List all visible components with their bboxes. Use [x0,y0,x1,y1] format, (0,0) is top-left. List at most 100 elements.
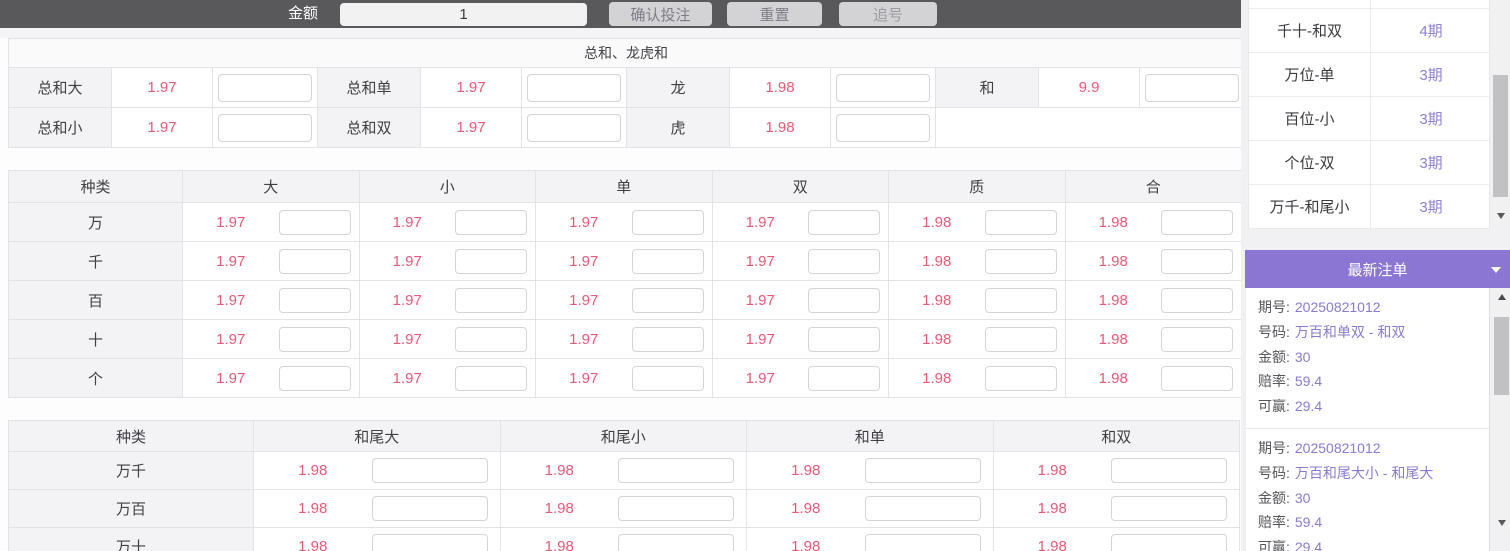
odds-cell[interactable]: 1.98 [730,68,831,108]
bet-amount-input[interactable] [984,209,1057,235]
bet-amount-input[interactable] [808,248,880,274]
reset-button[interactable]: 重置 [727,2,822,26]
bet-amount-input[interactable] [631,248,704,274]
latest-bets-header[interactable]: 最新注单 [1245,250,1510,288]
bet-amount-input[interactable] [984,248,1057,274]
odds-cell[interactable]: 1.97 [183,320,360,359]
bet-amount-input[interactable] [278,287,351,313]
odds-cell[interactable]: 1.97 [421,108,522,148]
odds-cell[interactable]: 1.97 [712,359,889,398]
bet-amount-input[interactable] [864,496,981,521]
bet-amount-input[interactable] [278,326,351,352]
bet-amount-input[interactable] [984,365,1057,391]
odds-cell[interactable]: 1.98 [500,490,747,528]
odds-cell[interactable]: 1.97 [359,242,536,281]
bet-amount-input[interactable] [371,496,488,521]
bet-amount-input[interactable] [1111,458,1227,483]
odds-cell[interactable]: 1.97 [359,359,536,398]
bet-amount-input[interactable] [455,209,527,235]
odds-cell[interactable]: 1.98 [889,320,1066,359]
bet-amount-input[interactable] [527,73,621,102]
odds-cell[interactable]: 1.98 [1065,320,1242,359]
odds-cell[interactable]: 1.98 [889,359,1066,398]
bet-amount-input[interactable] [808,365,880,391]
bet-amount-input[interactable] [631,326,704,352]
odds-cell[interactable]: 1.97 [712,320,889,359]
bet-amount-input[interactable] [455,326,527,352]
odds-cell[interactable]: 1.98 [730,108,831,148]
bet-amount-input[interactable] [618,458,734,483]
odds-cell[interactable]: 1.98 [500,452,747,490]
bet-amount-input[interactable] [455,365,527,391]
odds-cell[interactable]: 1.98 [1065,281,1242,320]
odds-cell[interactable]: 1.98 [889,242,1066,281]
bet-amount-input[interactable] [808,287,880,313]
odds-cell[interactable]: 9.9 [1039,68,1140,108]
record-row[interactable]: 万千-和尾小 3期 [1249,185,1489,229]
bet-amount-input[interactable] [631,365,704,391]
odds-cell[interactable]: 1.97 [536,203,713,242]
odds-cell[interactable]: 1.98 [254,452,501,490]
confirm-bet-button[interactable]: 确认投注 [609,2,712,26]
amount-input[interactable] [340,3,587,26]
odds-cell[interactable]: 1.98 [254,528,501,551]
odds-cell[interactable]: 1.97 [359,281,536,320]
odds-cell[interactable]: 1.98 [747,528,994,551]
bet-amount-input[interactable] [984,326,1057,352]
scrollbar-thumb[interactable] [1494,317,1509,395]
odds-cell[interactable]: 1.97 [183,203,360,242]
odds-cell[interactable]: 1.98 [993,490,1240,528]
odds-cell[interactable]: 1.97 [536,281,713,320]
scrollbar[interactable] [1493,288,1510,532]
odds-cell[interactable]: 1.97 [421,68,522,108]
bet-amount-input[interactable] [618,534,734,551]
bet-amount-input[interactable] [618,496,734,521]
bet-amount-input[interactable] [1111,496,1227,521]
bet-amount-input[interactable] [371,534,488,551]
record-row[interactable]: 万位-单 3期 [1249,53,1489,97]
odds-cell[interactable]: 1.97 [712,242,889,281]
bet-amount-input[interactable] [1161,209,1233,235]
bet-amount-input[interactable] [371,458,488,483]
bet-amount-input[interactable] [1161,365,1233,391]
odds-cell[interactable]: 1.97 [183,359,360,398]
bet-amount-input[interactable] [631,209,704,235]
odds-cell[interactable]: 1.98 [993,452,1240,490]
scroll-up-button[interactable] [1493,288,1510,306]
odds-cell[interactable]: 1.98 [747,490,994,528]
bet-amount-input[interactable] [1144,73,1239,102]
odds-cell[interactable]: 1.97 [183,242,360,281]
bet-amount-input[interactable] [278,209,351,235]
odds-cell[interactable]: 1.97 [112,68,213,108]
bet-amount-input[interactable] [631,287,704,313]
odds-cell[interactable]: 1.97 [536,359,713,398]
odds-cell[interactable]: 1.97 [183,281,360,320]
bet-amount-input[interactable] [218,73,312,102]
bet-amount-input[interactable] [1161,248,1233,274]
scrollbar[interactable] [1492,0,1510,225]
odds-cell[interactable]: 1.97 [359,320,536,359]
chase-number-button[interactable]: 追号 [839,2,937,26]
odds-cell[interactable]: 1.98 [1065,359,1242,398]
bet-amount-input[interactable] [455,287,527,313]
odds-cell[interactable]: 1.98 [889,281,1066,320]
bet-amount-input[interactable] [836,113,930,142]
record-row[interactable]: 千十-和双 4期 [1249,9,1489,53]
bet-amount-input[interactable] [836,73,930,102]
odds-cell[interactable]: 1.98 [1065,203,1242,242]
odds-cell[interactable]: 1.97 [536,242,713,281]
bet-amount-input[interactable] [278,365,351,391]
bet-amount-input[interactable] [527,113,621,142]
odds-cell[interactable]: 1.97 [712,281,889,320]
bet-amount-input[interactable] [1161,287,1233,313]
bet-amount-input[interactable] [808,326,880,352]
record-row[interactable]: 个位-双 3期 [1249,141,1489,185]
bet-amount-input[interactable] [864,458,981,483]
odds-cell[interactable]: 1.97 [112,108,213,148]
odds-cell[interactable]: 1.98 [747,452,994,490]
bet-amount-input[interactable] [218,113,312,142]
record-row[interactable]: 百位-小 3期 [1249,97,1489,141]
odds-cell[interactable]: 1.97 [712,203,889,242]
scroll-down-button[interactable] [1493,514,1510,532]
bet-amount-input[interactable] [278,248,351,274]
